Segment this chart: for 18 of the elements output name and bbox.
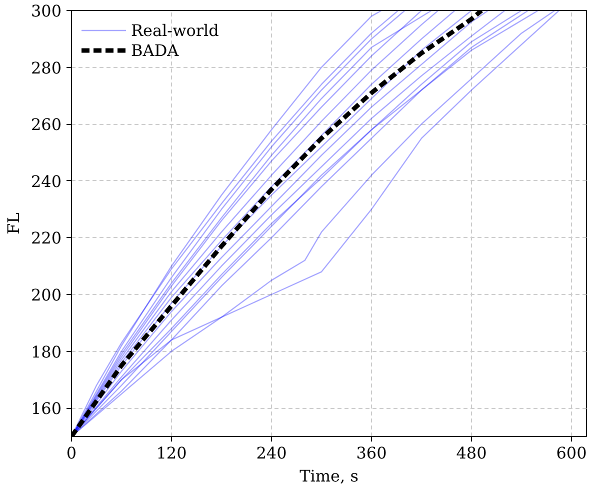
y-tick-label: 160 bbox=[30, 399, 62, 418]
x-tick-label: 360 bbox=[356, 444, 387, 462]
x-tick-label: 480 bbox=[456, 444, 487, 462]
x-tick-label: 0 bbox=[66, 444, 77, 462]
x-tick-label: 120 bbox=[156, 444, 187, 462]
legend-label: Real-world bbox=[131, 20, 219, 40]
y-tick-label: 280 bbox=[30, 58, 62, 78]
y-tick-label: 260 bbox=[30, 115, 62, 134]
x-axis-title: Time, s bbox=[300, 466, 358, 486]
legend-label: BADA bbox=[131, 40, 179, 60]
y-tick-label: 220 bbox=[30, 228, 62, 248]
x-tick-label: 240 bbox=[256, 444, 287, 462]
y-tick-label: 200 bbox=[30, 286, 62, 304]
x-tick-label: 600 bbox=[556, 444, 587, 462]
y-tick-label: 240 bbox=[30, 172, 62, 191]
y-tick-label: 180 bbox=[30, 342, 62, 362]
y-axis-title: FL bbox=[4, 212, 23, 234]
y-tick-label: 300 bbox=[30, 2, 62, 20]
